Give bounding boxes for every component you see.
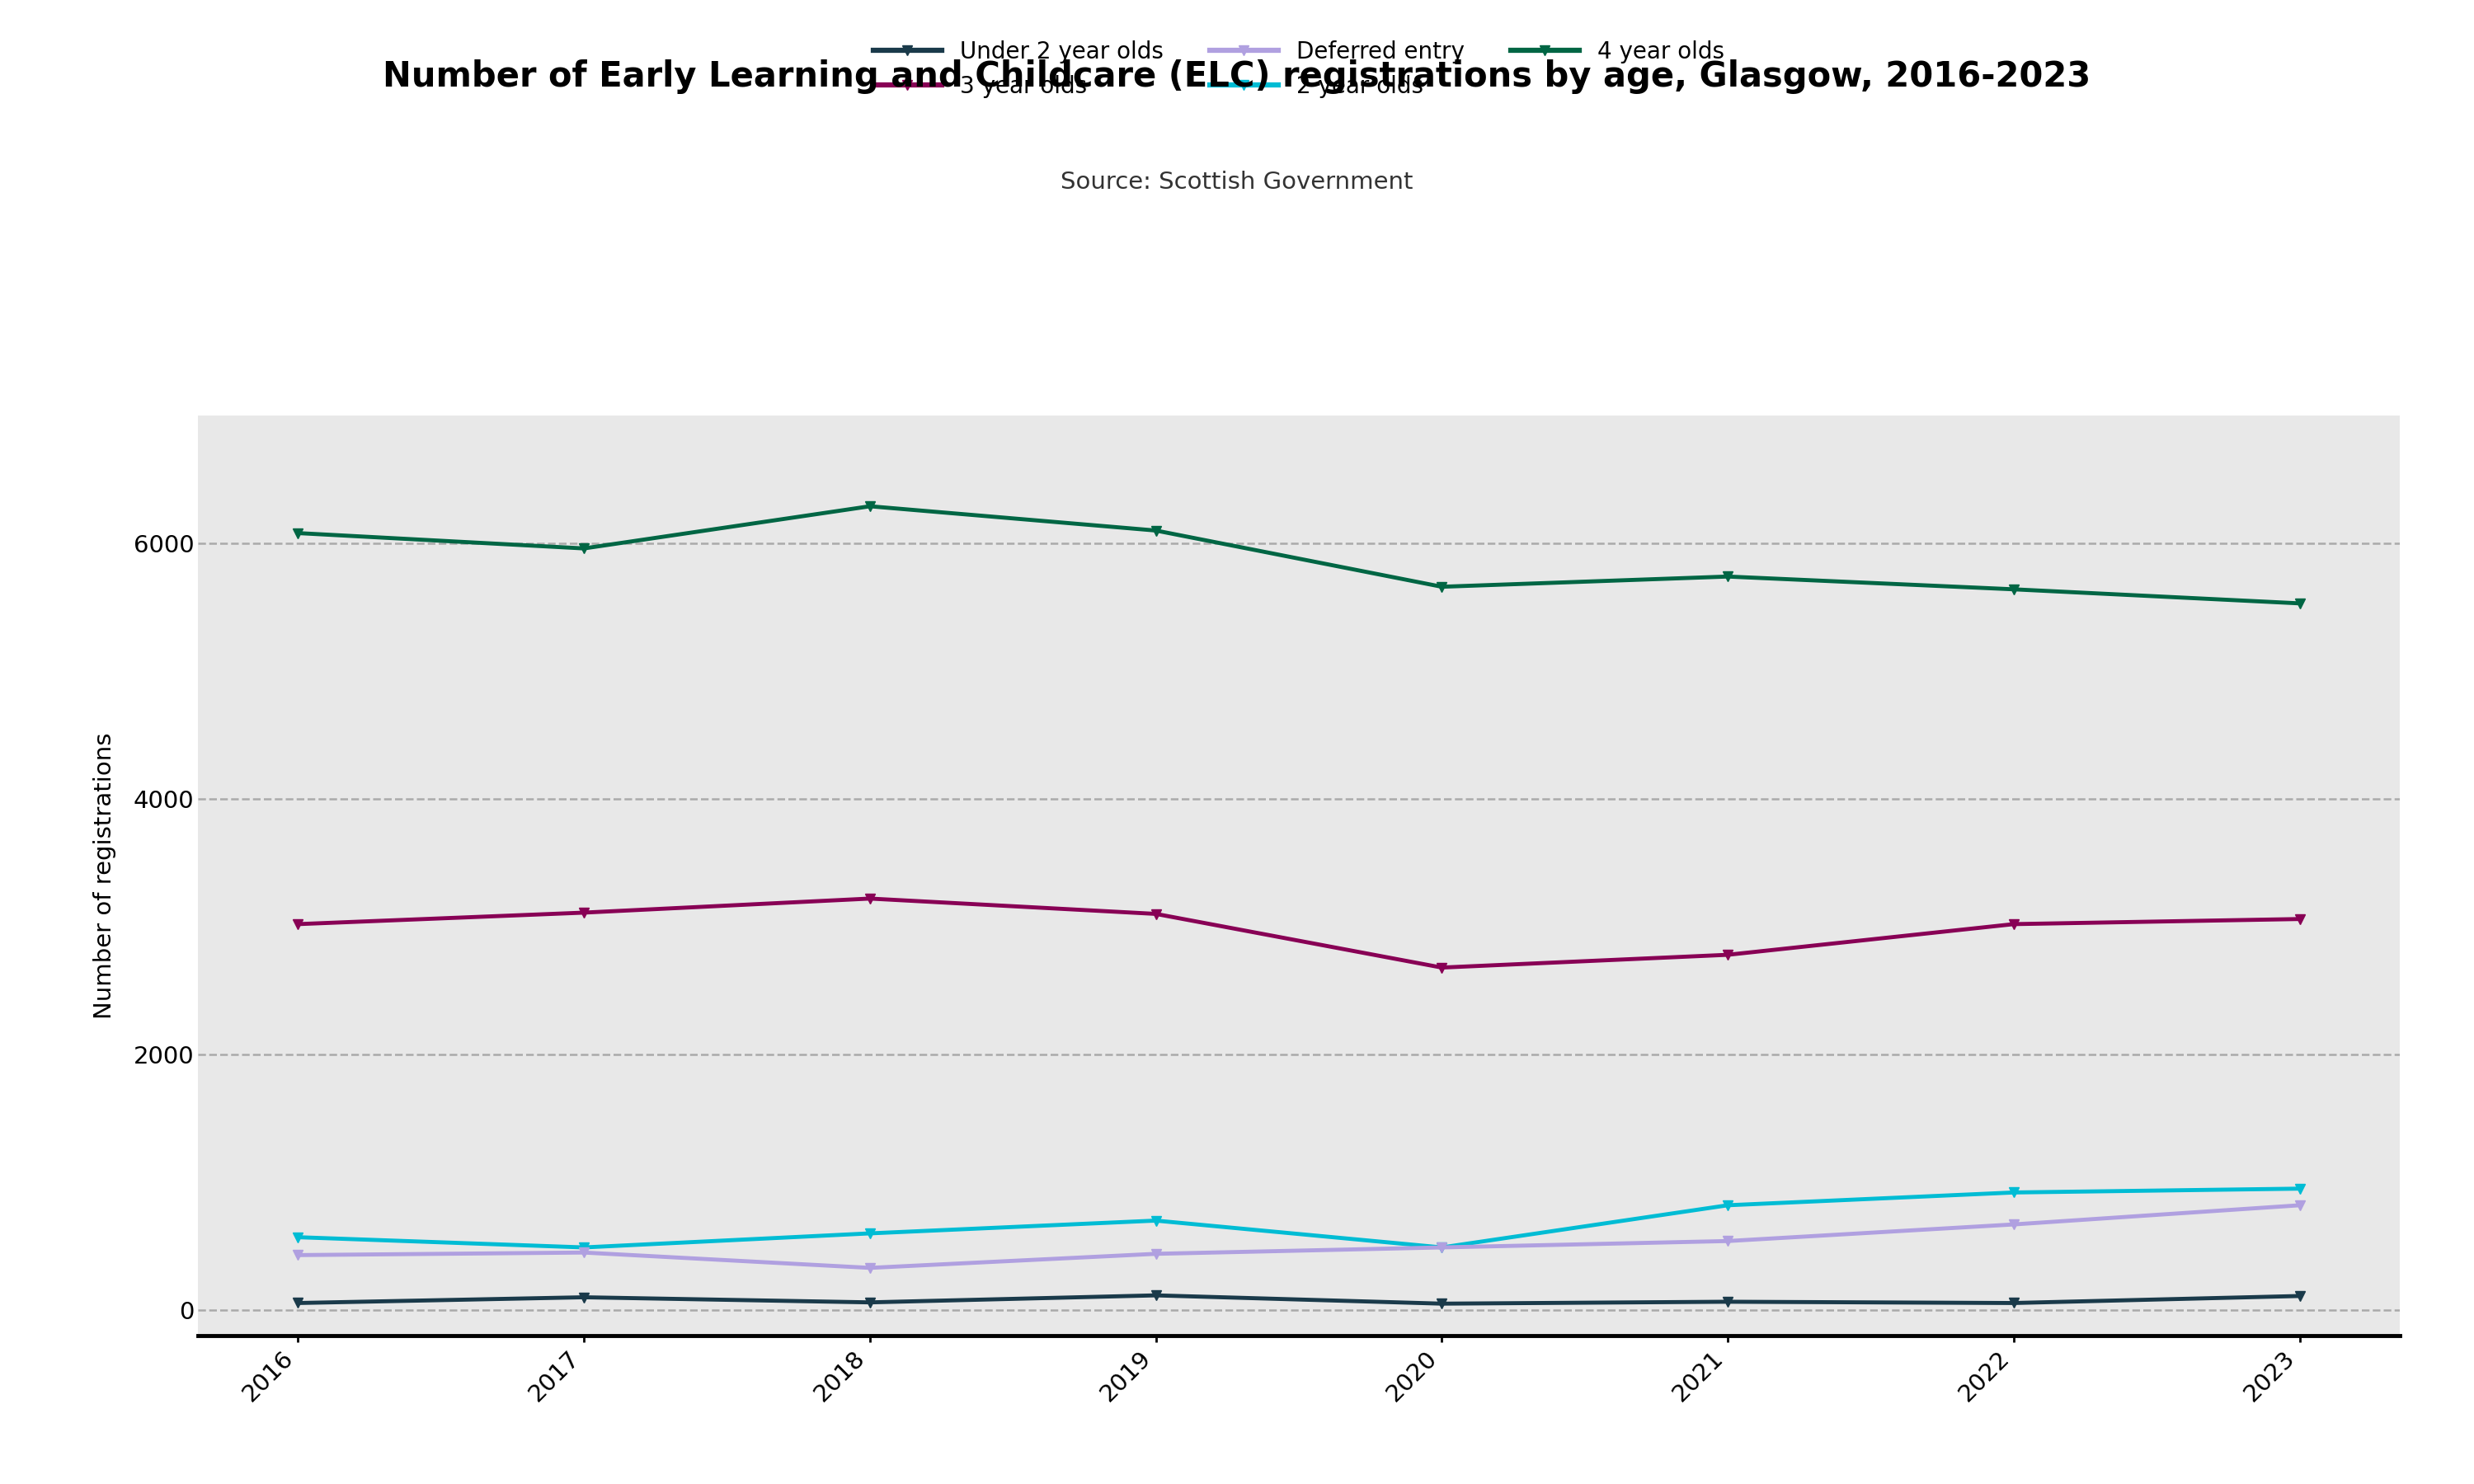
Legend: Under 2 year olds, 3 year olds, Deferred entry, 2 year olds, 4 year olds: Under 2 year olds, 3 year olds, Deferred… [873, 40, 1724, 98]
Y-axis label: Number of registrations: Number of registrations [94, 732, 116, 1020]
Text: Number of Early Learning and Childcare (ELC) registrations by age, Glasgow, 2016: Number of Early Learning and Childcare (… [383, 59, 2091, 93]
Text: Source: Scottish Government: Source: Scottish Government [1061, 171, 1413, 194]
